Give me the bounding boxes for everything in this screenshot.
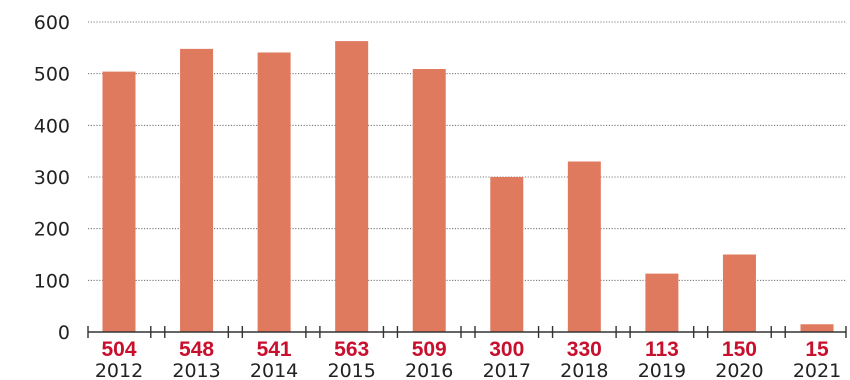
y-tick-label: 600: [34, 12, 70, 34]
y-tick-label: 200: [34, 219, 70, 241]
value-label: 509: [412, 338, 447, 361]
bar: [567, 161, 601, 332]
y-tick-label: 100: [34, 270, 70, 292]
value-label: 563: [334, 338, 369, 361]
value-label: 150: [722, 338, 757, 361]
bar: [490, 177, 524, 332]
x-tick-label: 2016: [405, 360, 453, 380]
value-label: 300: [489, 338, 524, 361]
x-tick-label: 2012: [95, 360, 143, 380]
y-tick-label: 0: [58, 322, 70, 344]
value-label: 504: [101, 338, 136, 361]
value-label: 15: [805, 338, 829, 361]
x-tick-label: 2021: [793, 360, 841, 380]
y-tick-label: 300: [34, 167, 70, 189]
y-axis-tick-labels: 0 100 200 300 400 500 600: [34, 12, 70, 344]
bar: [180, 48, 214, 332]
value-label: 330: [567, 338, 602, 361]
x-tick-label: 2013: [172, 360, 220, 380]
x-tick-label: 2014: [250, 360, 298, 380]
value-label: 548: [179, 338, 214, 361]
bar: [335, 41, 369, 332]
x-axis-tick-marks: [87, 326, 847, 338]
x-tick-label: 2019: [638, 360, 686, 380]
y-tick-label: 500: [34, 64, 70, 86]
bar: [645, 273, 679, 332]
bar: [412, 69, 446, 333]
x-tick-label: 2015: [327, 360, 375, 380]
bar: [257, 52, 291, 332]
value-label: 541: [257, 338, 292, 361]
bar: [800, 324, 834, 332]
value-label: 113: [645, 338, 679, 361]
bars: [102, 41, 834, 333]
bar: [722, 254, 756, 332]
grid-lines: [88, 21, 846, 281]
y-tick-label: 400: [34, 115, 70, 137]
x-axis-tick-labels: 2012 2013 2014 2015 2016 2017 2018 2019 2020 2021: [95, 360, 841, 380]
value-labels: 504 548 541 563 509 300 330 113 150 15: [101, 338, 829, 361]
x-tick-label: 2018: [560, 360, 608, 380]
x-tick-label: 2020: [715, 360, 763, 380]
bar: [102, 71, 136, 332]
x-tick-label: 2017: [483, 360, 531, 380]
